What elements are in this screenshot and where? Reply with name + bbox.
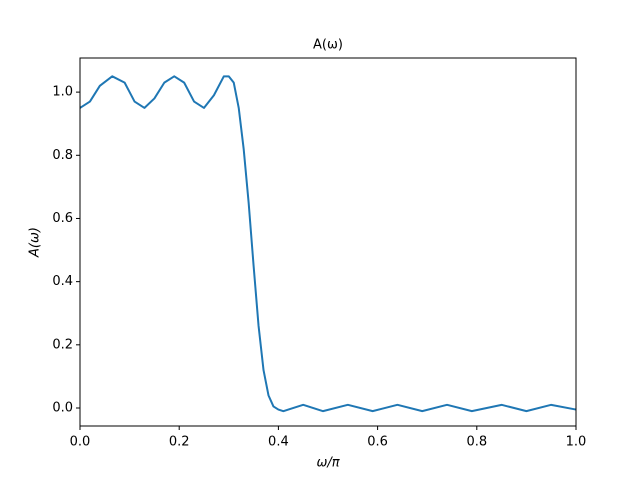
x-tick-label: 0.2 <box>169 435 190 450</box>
y-tick-label: 0.0 <box>52 400 73 415</box>
x-tick-label: 0.0 <box>70 435 91 450</box>
y-tick-label: 0.8 <box>52 148 73 163</box>
y-tick-label: 0.4 <box>52 274 73 289</box>
x-tick-label: 0.4 <box>268 435 289 450</box>
y-axis-label: A(ω) <box>28 227 43 258</box>
x-tick-label: 0.6 <box>367 435 388 450</box>
data-line <box>79 75 577 413</box>
x-axis-label: ω/π <box>316 456 339 471</box>
y-tick-label: 0.6 <box>52 211 73 226</box>
y-tick-label: 0.2 <box>52 337 73 352</box>
plot-frame <box>79 57 577 427</box>
x-tick-label: 1.0 <box>566 435 587 450</box>
y-tick-label: 1.0 <box>52 85 73 100</box>
x-tick-label: 0.8 <box>466 435 487 450</box>
chart-title: A(ω) <box>313 38 343 53</box>
